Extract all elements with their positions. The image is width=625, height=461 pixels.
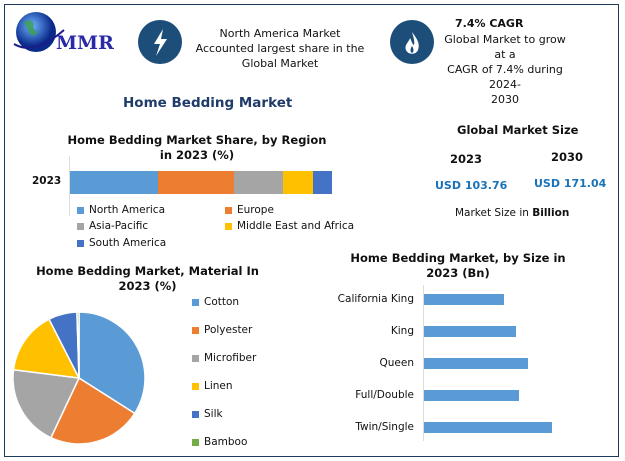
- size-bar-full-double: [424, 390, 520, 401]
- legend-south-america: South America: [77, 237, 166, 249]
- legend-asia-pacific: Asia-Pacific: [77, 220, 148, 232]
- region-chart-title: Home Bedding Market Share, by Region in …: [62, 133, 332, 163]
- highlight1-line: North America Market: [219, 27, 341, 40]
- legend-linen: Linen: [192, 380, 233, 392]
- market-size-year-2030: 2030: [551, 150, 584, 164]
- legend-polyester: Polyester: [192, 324, 252, 336]
- highlight2-line: Global Market to grow at a: [444, 33, 566, 61]
- lightning-icon: [138, 20, 182, 64]
- highlight2-line: 2030: [491, 93, 519, 106]
- highlight1-line: Global Market: [241, 57, 319, 70]
- market-size-title: Global Market Size: [457, 123, 579, 137]
- size-category-label: Queen: [379, 357, 415, 369]
- mmr-logo: MMR: [10, 10, 125, 56]
- size-bar-queen: [424, 358, 528, 369]
- highlight2-line: CAGR of 7.4% during 2024-: [447, 63, 563, 91]
- region-bar-category-label: 2023: [32, 175, 62, 187]
- region-segment-asia-pacific: [234, 171, 283, 194]
- legend-north-america: North America: [77, 204, 165, 216]
- region-chart-title-text: Home Bedding Market Share, by Region in …: [67, 133, 327, 162]
- globe-icon: [13, 12, 65, 52]
- legend-bamboo: Bamboo: [192, 436, 247, 448]
- page-title: Home Bedding Market: [123, 95, 293, 111]
- region-axis: [69, 156, 70, 216]
- size-category-label: California King: [337, 293, 414, 305]
- region-segment-middle-east-and-africa: [282, 171, 313, 194]
- material-chart-title: Home Bedding Market, Material In 2023 (%…: [36, 264, 259, 293]
- legend-silk: Silk: [192, 408, 223, 420]
- region-segment-north-america: [70, 171, 159, 194]
- legend-middle-east-africa: Middle East and Africa: [225, 220, 354, 232]
- size-axis: [423, 285, 424, 441]
- pie-slice-bamboo: [76, 311, 80, 379]
- size-category-label: Twin/Single: [355, 421, 414, 433]
- highlight1-line: Accounted largest share in the: [195, 42, 365, 55]
- highlight-north-america: North America Market Accounted largest s…: [190, 26, 370, 71]
- market-size-year-2023: 2023: [450, 152, 483, 166]
- market-size-2030-value: USD 171.04: [534, 177, 607, 190]
- material-pie-chart: [12, 311, 146, 445]
- logo-text: MMR: [56, 32, 114, 54]
- region-stacked-bar: [70, 171, 332, 194]
- infographic-frame: [4, 4, 619, 457]
- legend-microfiber: Microfiber: [192, 352, 256, 364]
- size-chart-title: Home Bedding Market, by Size in 2023 (Bn…: [350, 251, 566, 280]
- size-bar-california-king: [424, 294, 504, 305]
- size-bar-king: [424, 326, 516, 337]
- market-size-note: Market Size in Billion: [455, 207, 570, 219]
- size-bar-twin-single: [424, 422, 552, 433]
- market-size-2023-value: USD 103.76: [435, 179, 508, 192]
- region-segment-europe: [158, 171, 234, 194]
- flame-icon: [390, 20, 434, 64]
- cagr-title: 7.4% CAGR: [455, 17, 524, 30]
- pie-slice-microfiber: [12, 368, 81, 439]
- size-category-label: King: [390, 325, 414, 337]
- legend-cotton: Cotton: [192, 296, 239, 308]
- highlight-cagr: Global Market to grow at a CAGR of 7.4% …: [440, 32, 570, 107]
- region-segment-south-america: [312, 171, 332, 194]
- pie-slice-linen: [12, 318, 81, 379]
- size-category-label: Full/Double: [355, 389, 414, 401]
- legend-europe: Europe: [225, 204, 274, 216]
